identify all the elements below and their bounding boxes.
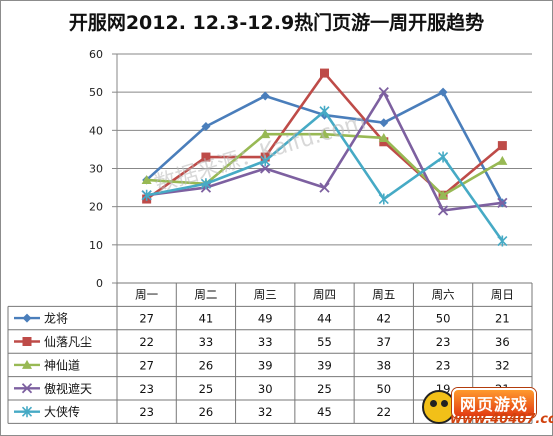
table-cell-value: 23 — [436, 358, 451, 372]
x-category-label: 周四 — [313, 288, 336, 302]
series-5 — [141, 105, 508, 247]
table-cell-value: 23 — [139, 405, 154, 419]
point-marker — [319, 182, 330, 193]
legend-key — [14, 383, 40, 394]
point-marker — [201, 122, 211, 132]
logo-url: www.40407.com — [450, 412, 553, 427]
table-cell-value: 45 — [317, 405, 332, 419]
point-marker — [21, 383, 33, 394]
table-cell-value: 33 — [199, 335, 214, 349]
point-marker — [22, 359, 32, 369]
point-marker — [438, 151, 449, 163]
table-cell-value: 55 — [317, 335, 332, 349]
x-category-label: 周一 — [135, 288, 158, 302]
legend-label: 神仙道 — [44, 358, 80, 372]
point-marker — [22, 313, 32, 323]
y-tick-label: 60 — [89, 48, 103, 61]
chart-title: 开服网2012. 12.3-12.9热门页游一周开服趋势 — [68, 12, 485, 34]
logo-badge: 网页游戏 — [452, 388, 537, 418]
table-cell-value: 42 — [376, 312, 391, 326]
x-category-label: 周三 — [254, 288, 277, 302]
point-marker — [438, 87, 448, 97]
x-category-label: 周二 — [194, 288, 217, 302]
table-cell-value: 32 — [495, 358, 510, 372]
table-cell-value: 26 — [199, 405, 214, 419]
table-cell-value: 33 — [258, 335, 273, 349]
y-tick-label: 50 — [89, 86, 103, 99]
table-cell-value: 39 — [258, 358, 273, 372]
point-marker — [21, 406, 33, 418]
table-cell-value: 36 — [495, 335, 510, 349]
legend-key — [14, 359, 40, 369]
table-cell-value: 25 — [199, 382, 214, 396]
point-marker — [319, 105, 330, 117]
table-cell-value: 21 — [495, 312, 510, 326]
x-category-label: 周五 — [372, 288, 395, 302]
table-cell-value: 22 — [376, 405, 391, 419]
table-cell-value: 23 — [436, 335, 451, 349]
x-category-label: 周六 — [432, 288, 455, 302]
y-tick-label: 40 — [89, 124, 103, 137]
point-marker — [497, 235, 508, 247]
point-marker — [497, 141, 507, 151]
legend-label: 龙将 — [44, 312, 68, 326]
point-marker — [200, 178, 211, 190]
table-cell-value: 44 — [317, 312, 332, 326]
legend-key — [14, 406, 40, 418]
point-marker — [260, 129, 271, 139]
point-marker — [437, 205, 449, 216]
point-marker — [260, 163, 271, 174]
point-marker — [141, 174, 152, 184]
site-logo: 网页游戏 www.40407.com — [420, 384, 553, 430]
point-marker — [497, 197, 508, 208]
point-marker — [141, 189, 152, 201]
point-marker — [378, 87, 389, 98]
point-marker — [379, 118, 389, 128]
point-marker — [378, 193, 389, 205]
legend-label: 傲视遮天 — [44, 381, 92, 396]
table-cell-value: 50 — [376, 382, 391, 396]
legend-key — [14, 337, 40, 346]
point-marker — [497, 155, 508, 165]
point-marker — [22, 337, 32, 346]
point-marker — [260, 91, 270, 101]
table-cell-value: 49 — [258, 312, 273, 326]
point-marker — [378, 132, 389, 142]
point-marker — [320, 68, 329, 78]
table-cell-value: 27 — [139, 358, 154, 372]
y-axis: 0 10 20 30 40 50 60 — [89, 48, 103, 290]
y-tick-label: 20 — [89, 201, 103, 214]
table-cell-value: 26 — [199, 358, 214, 372]
y-tick-label: 0 — [96, 277, 103, 290]
legend-key — [14, 313, 40, 323]
table-cell-value: 23 — [139, 382, 154, 396]
table-cell-value: 32 — [258, 405, 273, 419]
table-cell-value: 30 — [258, 382, 273, 396]
point-marker — [260, 155, 271, 167]
point-marker — [438, 190, 449, 200]
table-cell-value: 25 — [317, 382, 332, 396]
table-cell-value: 50 — [436, 312, 451, 326]
x-category-label: 周日 — [491, 288, 514, 302]
table-cell-value: 22 — [139, 335, 154, 349]
table-cell-value: 27 — [139, 312, 154, 326]
table-cell-value: 41 — [199, 312, 214, 326]
y-tick-label: 10 — [89, 239, 103, 252]
point-marker — [201, 152, 211, 162]
series-lines — [141, 68, 508, 247]
legend-label: 仙落凡尘 — [44, 335, 92, 349]
table-cell-value: 38 — [376, 358, 391, 372]
table-cell-value: 37 — [376, 335, 391, 349]
y-tick-label: 30 — [89, 163, 103, 176]
point-marker — [319, 129, 330, 139]
table-cell-value: 39 — [317, 358, 332, 372]
mascot-icon — [422, 390, 456, 424]
legend-label: 大侠传 — [44, 404, 80, 419]
